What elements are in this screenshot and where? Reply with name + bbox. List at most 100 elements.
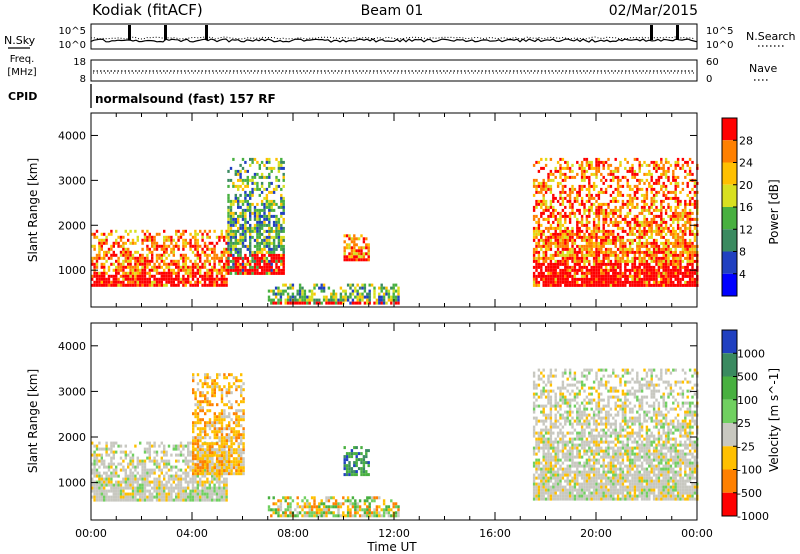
echo-cell <box>227 244 230 248</box>
echo-cell <box>679 214 682 218</box>
echo-cell <box>100 498 103 502</box>
echo-cell <box>167 265 171 269</box>
echo-cell <box>199 498 202 502</box>
echo-cell <box>211 472 214 476</box>
echo-cell <box>244 253 247 257</box>
echo-cell <box>626 199 629 203</box>
echo-cell <box>153 480 156 484</box>
echo-cell <box>184 244 187 248</box>
echo-cell <box>110 262 113 266</box>
echo-cell <box>306 514 309 518</box>
echo-cell <box>203 262 207 266</box>
echo-cell <box>241 232 245 236</box>
echo-cell <box>279 499 283 503</box>
echo-cell <box>146 498 149 502</box>
echo-cell <box>203 480 207 484</box>
echo-cell <box>559 175 562 179</box>
echo-cell <box>230 469 233 473</box>
echo-cell <box>119 486 123 490</box>
echo-cell <box>662 172 665 176</box>
echo-cell <box>170 453 173 457</box>
echo-cell <box>549 157 553 161</box>
echo-cell <box>636 184 639 188</box>
echo-cell <box>239 178 242 182</box>
echo-cell <box>688 241 692 245</box>
echo-cell <box>179 253 183 257</box>
echo-cell <box>532 232 536 236</box>
echo-cell <box>223 477 226 481</box>
echo-cell <box>604 190 608 194</box>
echo-cell <box>660 208 663 212</box>
echo-cell <box>602 271 605 275</box>
echo-cell <box>346 295 350 299</box>
echo-cell <box>253 226 257 230</box>
echo-cell <box>691 265 694 269</box>
echo-cell <box>206 232 209 236</box>
echo-cell <box>368 289 371 293</box>
echo-cell <box>187 498 190 502</box>
echo-cell <box>196 498 199 502</box>
echo-cell <box>609 172 613 176</box>
echo-cell <box>184 480 187 484</box>
echo-cell <box>597 280 601 284</box>
echo-cell <box>559 226 562 230</box>
echo-cell <box>228 454 231 458</box>
echo-cell <box>274 502 278 506</box>
echo-cell <box>595 157 598 161</box>
echo-cell <box>206 495 209 499</box>
echo-cell <box>160 468 163 472</box>
echo-cell <box>327 508 331 512</box>
echo-cell <box>693 259 697 263</box>
echo-cell <box>664 265 668 269</box>
echo-cell <box>204 460 207 464</box>
echo-cell <box>580 172 584 176</box>
echo-cell <box>244 196 247 200</box>
echo-cell <box>614 280 617 284</box>
echo-cell <box>223 250 226 254</box>
echo-cell <box>192 391 195 395</box>
echo-cell <box>134 262 137 266</box>
echo-cell <box>91 486 94 490</box>
echo-cell <box>280 262 283 266</box>
echo-cell <box>684 244 687 248</box>
echo-cell <box>239 211 242 215</box>
echo-cell <box>679 244 682 248</box>
echo-cell <box>397 295 400 299</box>
echo-cell <box>566 193 569 197</box>
echo-cell <box>237 424 240 428</box>
echo-cell <box>554 244 557 248</box>
echo-cell <box>609 199 613 203</box>
echo-cell <box>213 427 216 431</box>
echo-cell <box>115 253 118 257</box>
echo-cell <box>196 253 199 257</box>
echo-cell <box>540 223 543 227</box>
echo-cell <box>355 249 358 253</box>
echo-cell <box>100 459 103 463</box>
echo-cell <box>184 474 187 478</box>
echo-cell <box>127 274 130 278</box>
echo-cell <box>192 388 195 392</box>
echo-cell <box>204 412 207 416</box>
echo-cell <box>619 265 622 269</box>
echo-cell <box>621 241 625 245</box>
echo-cell <box>230 439 233 443</box>
echo-cell <box>241 226 245 230</box>
echo-cell <box>136 471 139 475</box>
echo-cell <box>272 202 276 206</box>
echo-cell <box>129 280 132 284</box>
echo-cell <box>208 480 211 484</box>
echo-cell <box>648 226 651 230</box>
echo-cell <box>131 265 135 269</box>
echo-cell <box>616 166 620 170</box>
echo-cell <box>228 388 231 392</box>
echo-cell <box>211 454 214 458</box>
echo-cell <box>160 483 163 487</box>
echo-cell <box>286 505 290 509</box>
echo-cell <box>660 199 663 203</box>
echo-cell <box>313 505 316 509</box>
echo-cell <box>542 250 545 254</box>
echo-cell <box>249 250 252 254</box>
echo-cell <box>93 235 96 239</box>
echo-cell <box>177 459 180 463</box>
echo-cell <box>286 508 290 512</box>
